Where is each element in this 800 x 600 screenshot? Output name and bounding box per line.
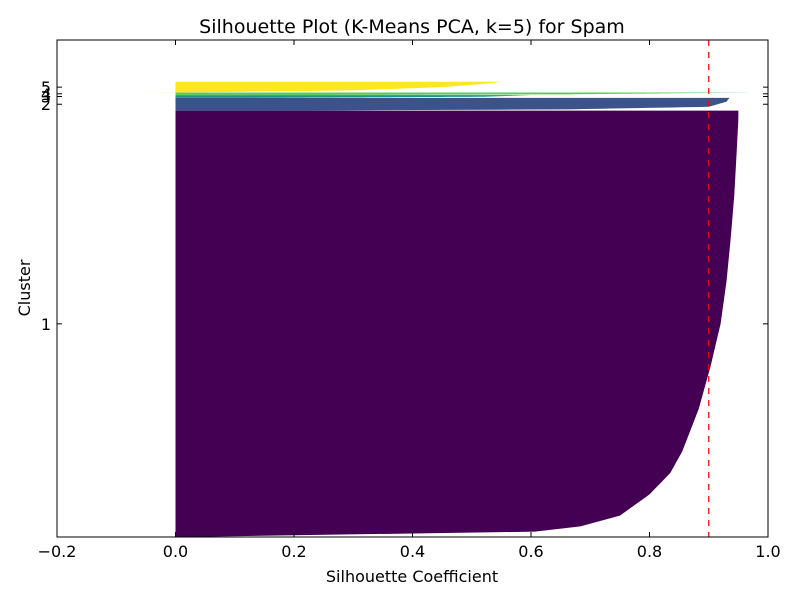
y-tick-label-3: 3 xyxy=(41,87,51,106)
silhouette-cluster-2 xyxy=(175,97,730,111)
silhouette-cluster-5 xyxy=(139,81,502,93)
x-tick-label-6: 1.0 xyxy=(755,542,780,561)
x-tick-label-2: 0.2 xyxy=(281,542,306,561)
plot-area xyxy=(139,40,757,538)
x-tick-label-0: −0.2 xyxy=(38,542,77,561)
plot-frame xyxy=(56,39,769,538)
x-tick-label-5: 0.8 xyxy=(637,542,662,561)
y-tick-label-1: 1 xyxy=(41,315,51,334)
silhouette-cluster-3 xyxy=(175,95,531,98)
x-tick-label-3: 0.4 xyxy=(400,542,425,561)
y-tick-label-2: 2 xyxy=(41,95,51,114)
x-tick-label-1: 0.0 xyxy=(163,542,188,561)
y-tick-label-4: 4 xyxy=(41,85,51,104)
chart-title: Silhouette Plot (K-Means PCA, k=5) for S… xyxy=(199,16,625,38)
y-tick-label-5: 5 xyxy=(41,78,51,97)
x-tick-label-4: 0.6 xyxy=(518,542,543,561)
x-axis-label: Silhouette Coefficient xyxy=(326,567,498,586)
silhouette-cluster-4 xyxy=(175,92,757,96)
silhouette-cluster-1 xyxy=(175,110,739,538)
y-axis-label: Cluster xyxy=(15,259,34,316)
